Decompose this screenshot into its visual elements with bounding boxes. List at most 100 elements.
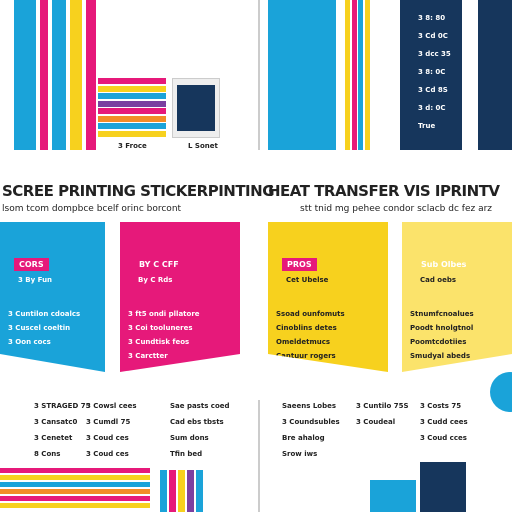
stripe	[345, 0, 350, 150]
row-label: 3 d: 0C	[418, 104, 446, 112]
list-item: 8 Cons	[34, 450, 61, 458]
panel-subtitle: 3 By Fun	[18, 276, 53, 284]
list-item: 3 Coud cces	[420, 434, 467, 442]
panel-title: BY C CFF	[139, 260, 179, 269]
subtitle: stt tnid mg pehee condor sclacb dc fez a…	[300, 204, 493, 214]
stripe	[178, 470, 185, 512]
stripes	[345, 0, 371, 150]
list-item: 3 Cowsl cees	[86, 402, 137, 410]
list-item: Bre ahalog	[282, 434, 325, 442]
stripe	[98, 108, 166, 114]
divider	[258, 400, 260, 512]
list-item: 3 Cenetet	[34, 434, 73, 442]
stripe	[0, 482, 150, 487]
panel-item: 3 Carctter	[128, 352, 168, 360]
row-label: True	[418, 122, 436, 130]
panel-item: 3 Cuscel coeltin	[8, 324, 71, 332]
panel-subtitle: Cad oebs	[420, 276, 457, 284]
box	[370, 480, 416, 512]
row-label: 3 8: 0C	[418, 68, 446, 76]
box	[420, 462, 466, 512]
list-item: 3 Coudeal	[356, 418, 396, 426]
panel-item: 3 Cuntilon cdoalcs	[8, 310, 81, 318]
list-item: 3 Coud ces	[86, 434, 129, 442]
list-item: Tfin bed	[170, 450, 203, 458]
list-item: Sae pasts coed	[170, 402, 230, 410]
stripe	[0, 503, 150, 508]
title: SCREE PRINTING STICKERPINTING	[2, 182, 275, 200]
panel: BY C CFF By C Rds 3 ft5 ondi pllatore 3 Coi…	[120, 222, 240, 372]
stripe	[187, 470, 194, 512]
stripe	[169, 470, 176, 512]
list-item: Saeens Lobes	[282, 402, 337, 410]
panel-item: Omeldetmucs	[276, 338, 331, 346]
panel-item: Ssoad ounfomuts	[276, 310, 345, 318]
panel-item: Cerk hatrsc	[276, 366, 322, 374]
row-label: 3 8: 80	[418, 14, 446, 22]
stripe	[40, 0, 48, 150]
panel-item: 3 Cundtisk feos	[128, 338, 190, 346]
stripe	[86, 0, 96, 150]
panel: Sub Olbes Cad oebs Stnumfcnoalues Poodt hno…	[402, 222, 512, 372]
stripe	[98, 123, 166, 129]
stripe	[98, 85, 166, 92]
stripe	[98, 78, 166, 84]
list-item: 3 Coud ces	[86, 450, 129, 458]
list-item: 3 Costs 75	[420, 402, 462, 410]
list-item: Srow iws	[282, 450, 318, 458]
label: L Sonet	[188, 142, 218, 150]
column	[400, 0, 462, 150]
list-item: 3 Cansatc0	[34, 418, 78, 426]
panel-item: Poomtcdotiies	[410, 338, 467, 346]
panel-item: Poodt hnolgtnol	[410, 324, 474, 332]
title: HEAT TRANSFER VIS IPRINTV	[268, 182, 500, 200]
panel-title: PROS	[282, 258, 317, 271]
list-item: 3 Cudd cees	[420, 418, 468, 426]
label: 3 Froce	[118, 142, 147, 150]
stripe	[0, 0, 14, 150]
panel-title: CORS	[14, 258, 49, 271]
panel-item: Stnumfcnoalues	[410, 310, 474, 318]
box	[172, 78, 220, 138]
stripe	[358, 0, 363, 150]
panel-item: Cinoblins detes	[276, 324, 337, 332]
stripe	[196, 470, 203, 512]
panel-item: Cantuur rogers	[276, 352, 336, 360]
stripe	[160, 470, 167, 512]
stripe	[364, 0, 370, 150]
list-item: 3 Cuntilo 75S	[356, 402, 409, 410]
stripe	[98, 115, 166, 122]
row-label: 3 Cd 8S	[418, 86, 448, 94]
stripe	[70, 0, 82, 150]
panel-item: Smudyal abeds	[410, 352, 471, 360]
stripe	[52, 0, 66, 150]
panel: PROS Cet Ubelse Ssoad ounfomuts Cinoblins d…	[268, 222, 388, 372]
list-item: Cad ebs tbsts	[170, 418, 224, 426]
column	[268, 0, 336, 150]
panel-subtitle: By C Rds	[138, 276, 173, 284]
row-label: 3 Cd 0C	[418, 32, 448, 40]
stripe	[98, 100, 166, 107]
circle	[490, 372, 512, 412]
column	[478, 0, 512, 150]
panel-subtitle: Cet Ubelse	[286, 276, 329, 284]
subtitle: lsom tcom dompbce bcelf orinc borcont	[2, 204, 182, 214]
stripe	[14, 0, 36, 150]
panel-item: 3 Oon cocs	[8, 338, 51, 346]
stripe	[0, 475, 150, 480]
panel-item: 3 Coi tooluneres	[128, 324, 193, 332]
list-item: Sum dons	[170, 434, 209, 442]
stripe	[351, 0, 357, 150]
panel-item: 3 ft5 ondi pllatore	[128, 310, 200, 318]
list-item: 3 Cumdl 75	[86, 418, 131, 426]
row-label: 3 dcc 35	[418, 50, 451, 58]
panel: CORS 3 By Fun 3 Cuntilon cdoalcs 3 Cuscel c…	[0, 222, 105, 372]
color-block	[98, 78, 166, 140]
stripe	[0, 489, 150, 494]
stripe	[0, 468, 150, 473]
panel-title: Sub Olbes	[421, 260, 467, 269]
stripe	[98, 93, 166, 99]
stripe	[0, 496, 150, 501]
divider	[258, 0, 260, 150]
